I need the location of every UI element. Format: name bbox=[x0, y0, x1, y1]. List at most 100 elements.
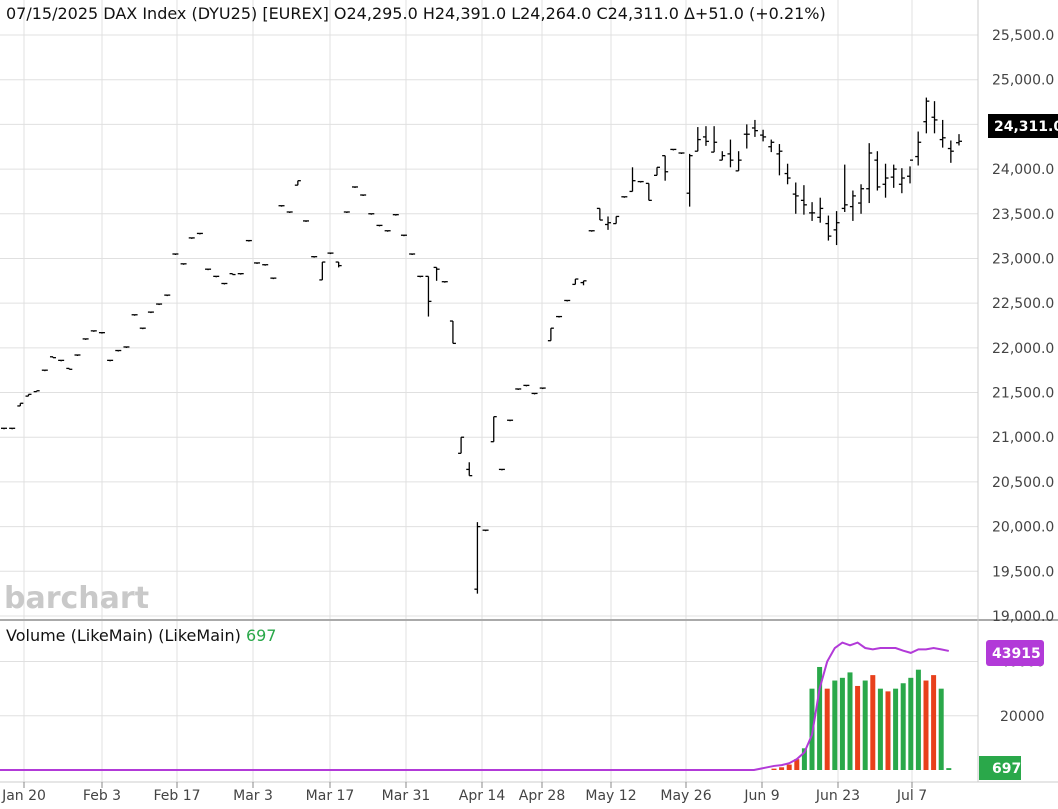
volume-tick-label: 20000 bbox=[1000, 709, 1045, 725]
y-tick-label: 25,000.0 bbox=[992, 73, 1054, 89]
price-bar bbox=[9, 427, 16, 430]
volume-bar bbox=[877, 688, 883, 770]
price-bar bbox=[498, 468, 505, 471]
price-bar bbox=[41, 369, 48, 372]
volume-bar bbox=[885, 691, 891, 770]
price-bar bbox=[931, 101, 938, 134]
price-bar bbox=[833, 211, 840, 246]
price-bar bbox=[221, 282, 228, 285]
price-bar bbox=[392, 214, 399, 216]
price-bar bbox=[25, 393, 32, 397]
price-bar bbox=[351, 186, 358, 188]
volume-bar bbox=[923, 680, 929, 770]
last-volume-badge: 697 bbox=[979, 756, 1021, 780]
volume-bar bbox=[893, 688, 899, 770]
volume-bar bbox=[771, 768, 777, 770]
price-bar bbox=[139, 327, 146, 330]
price-bar bbox=[866, 143, 873, 204]
price-bar bbox=[605, 216, 612, 230]
price-bar bbox=[262, 264, 269, 266]
x-tick-label: Jun 9 bbox=[743, 788, 779, 804]
price-bar bbox=[556, 315, 563, 318]
volume-bar bbox=[900, 683, 906, 770]
price-bar bbox=[245, 239, 252, 242]
volume-bar bbox=[855, 685, 861, 770]
y-tick-label: 24,000.0 bbox=[992, 162, 1054, 178]
price-bar bbox=[531, 392, 538, 395]
price-bar bbox=[98, 332, 105, 334]
y-tick-label: 20,500.0 bbox=[992, 475, 1054, 491]
price-bar bbox=[653, 166, 660, 176]
price-bar bbox=[188, 237, 195, 239]
avg-volume-badge: 43915 bbox=[986, 640, 1044, 666]
price-bar bbox=[694, 127, 701, 152]
x-tick-label: Feb 17 bbox=[153, 788, 200, 804]
price-bar bbox=[564, 299, 571, 302]
grid-lines bbox=[0, 0, 978, 782]
price-bar bbox=[376, 224, 383, 227]
price-bar bbox=[784, 163, 791, 185]
price-bar bbox=[645, 182, 652, 202]
price-bar bbox=[335, 261, 342, 268]
price-bar bbox=[800, 185, 807, 215]
price-bar bbox=[115, 349, 122, 352]
price-bar bbox=[482, 529, 489, 532]
y-tick-label: 20,000.0 bbox=[992, 520, 1054, 536]
x-tick-label: Apr 14 bbox=[459, 788, 506, 804]
price-bar bbox=[678, 152, 685, 154]
price-bar bbox=[572, 278, 579, 286]
avg-volume-text: 43915 bbox=[992, 646, 1041, 662]
volume-bar bbox=[779, 767, 785, 770]
price-bar bbox=[711, 126, 718, 153]
price-bar bbox=[662, 155, 669, 181]
price-bar bbox=[466, 462, 473, 477]
price-bar bbox=[319, 261, 326, 281]
price-bar bbox=[743, 124, 750, 149]
price-bar bbox=[490, 416, 497, 443]
volume-bar bbox=[870, 675, 876, 770]
price-bar bbox=[686, 153, 693, 207]
volume-bar bbox=[908, 677, 914, 770]
y-tick-label: 23,500.0 bbox=[992, 207, 1054, 223]
y-tick-label: 22,000.0 bbox=[992, 341, 1054, 357]
price-bar bbox=[49, 356, 56, 359]
price-bar bbox=[107, 359, 114, 362]
price-bar bbox=[515, 388, 522, 390]
volume-bar bbox=[915, 669, 921, 770]
price-bar bbox=[131, 314, 138, 316]
price-bar bbox=[507, 419, 514, 422]
volume-bar bbox=[832, 680, 838, 770]
x-tick-label: Jun 23 bbox=[815, 788, 860, 804]
price-bar bbox=[58, 359, 65, 362]
volume-bar bbox=[786, 764, 792, 770]
price-bar bbox=[229, 273, 236, 276]
volume-average-line bbox=[0, 641, 950, 771]
price-bar bbox=[580, 280, 587, 286]
price-bar bbox=[66, 367, 73, 370]
price-bar bbox=[17, 402, 24, 407]
panel-separators bbox=[0, 0, 1058, 783]
price-bar bbox=[637, 180, 644, 183]
price-bar bbox=[760, 129, 767, 142]
price-bar bbox=[458, 436, 465, 454]
price-bar bbox=[82, 338, 89, 340]
x-tick-label: Mar 31 bbox=[382, 788, 431, 804]
watermark-logo: barchart bbox=[4, 581, 149, 616]
price-bar bbox=[539, 387, 546, 390]
y-tick-label: 21,000.0 bbox=[992, 430, 1054, 446]
price-bar bbox=[956, 134, 962, 146]
price-bar bbox=[343, 211, 350, 213]
volume-bar bbox=[862, 680, 868, 770]
y-tick-label: 21,500.0 bbox=[992, 386, 1054, 402]
price-bar bbox=[792, 182, 799, 214]
price-bar bbox=[237, 273, 244, 275]
time-axis[interactable]: Jan 20 Feb 3 Feb 17 Mar 3 Mar 17 Mar 31 Apr 14… bbox=[1, 782, 927, 804]
volume-bar bbox=[938, 688, 944, 770]
price-bar bbox=[474, 522, 481, 594]
volume-bar bbox=[839, 677, 845, 770]
price-bar bbox=[196, 232, 203, 235]
price-bar bbox=[547, 327, 554, 342]
volume-bars bbox=[771, 666, 952, 770]
price-bar bbox=[809, 202, 816, 221]
